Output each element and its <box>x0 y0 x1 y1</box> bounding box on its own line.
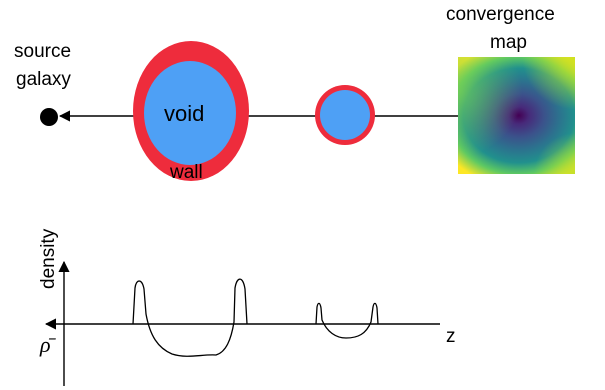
z-axis-label: z <box>446 326 456 347</box>
density-profile-curve <box>132 278 379 357</box>
source-label-line2: galaxy <box>16 69 71 90</box>
void-label: void <box>164 101 204 126</box>
convergence-label-line2: map <box>490 32 527 53</box>
source-galaxy-dot <box>40 108 58 126</box>
mean-density-label: ρ̄ <box>39 332 57 357</box>
wall-label: wall <box>169 162 203 183</box>
convergence-label-line1: convergence <box>446 4 555 25</box>
density-axis-label: density <box>38 228 59 289</box>
large-void <box>144 61 236 165</box>
small-void <box>320 90 370 140</box>
source-label-line1: source <box>14 41 71 62</box>
convergence-map <box>458 57 575 174</box>
